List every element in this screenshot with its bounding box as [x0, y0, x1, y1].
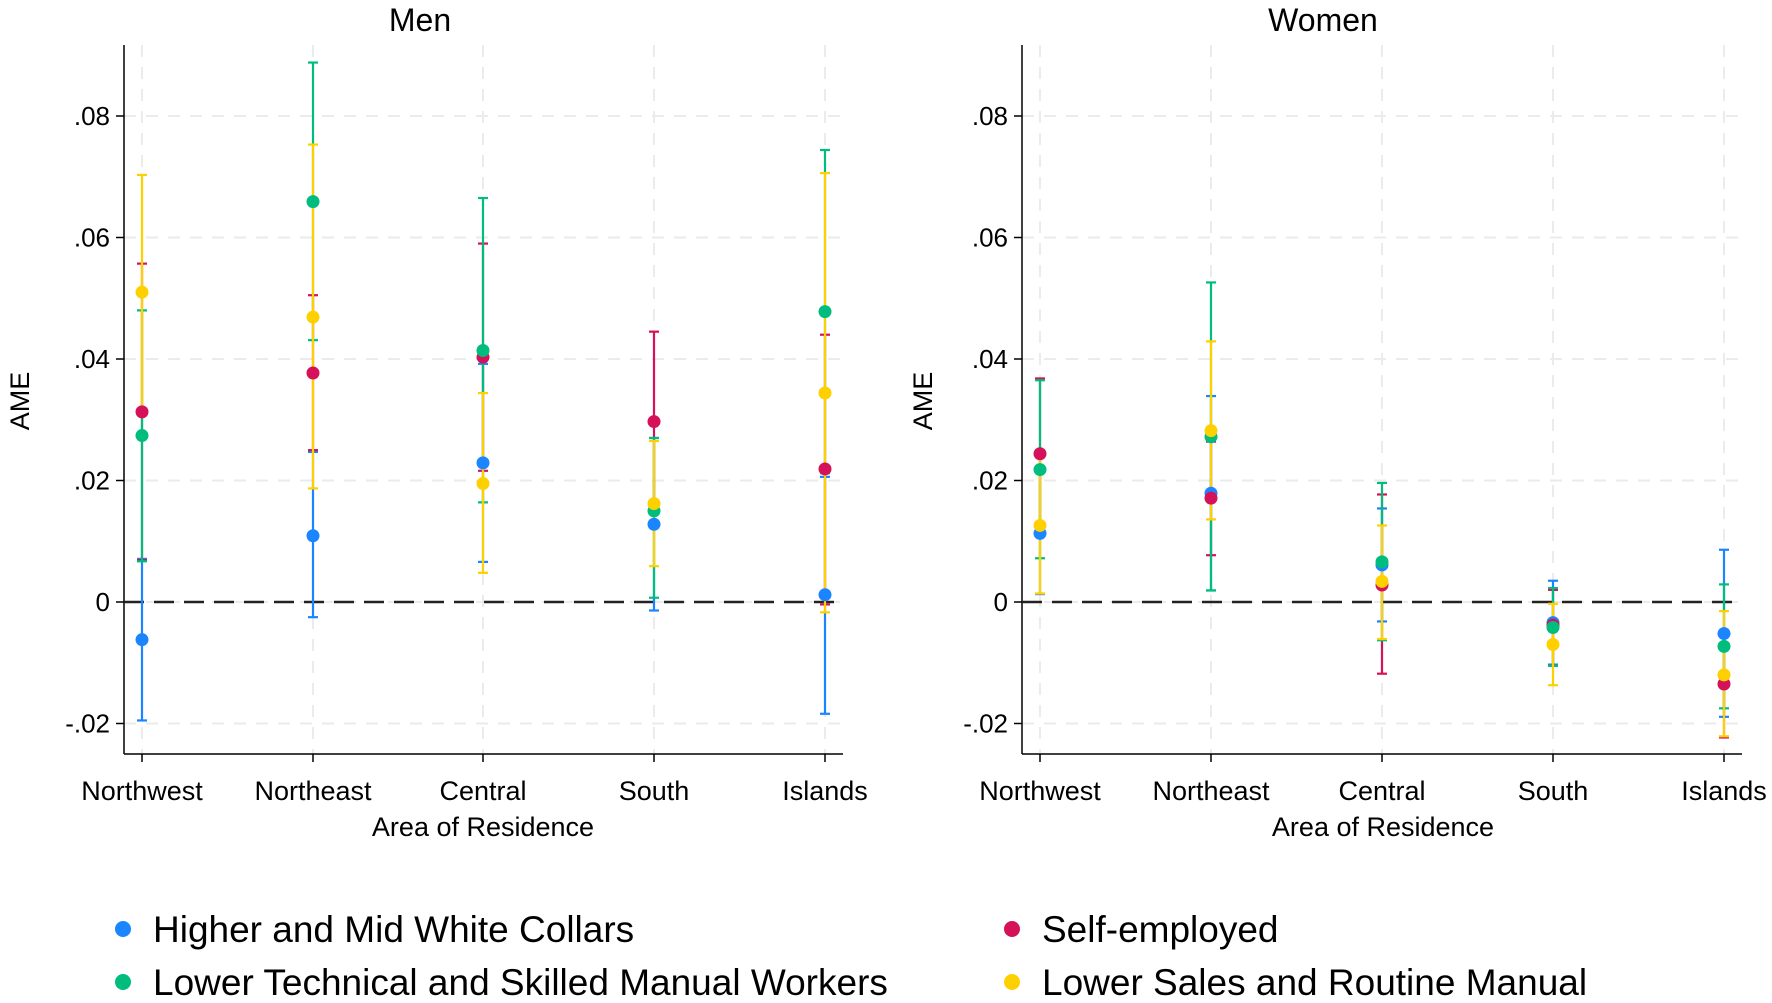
women-y-tick-label: .06: [972, 223, 1008, 253]
men-y-tick-label: .02: [74, 466, 110, 496]
women-point-lower-technical-and-skilled-manual-workers: [1375, 555, 1389, 569]
legend-label-skilled-manual: Lower Technical and Skilled Manual Worke…: [153, 962, 888, 998]
men-y-tick-label: 0: [96, 587, 110, 617]
men-x-tick-label: South: [619, 776, 690, 806]
women-y-axis-title: AME: [908, 372, 938, 431]
men-point-higher-and-mid-white-collars: [647, 517, 661, 531]
men-x-tick-label: Islands: [782, 776, 868, 806]
men-x-tick-label: Northeast: [254, 776, 372, 806]
women-point-lower-sales-and-routine-manual: [1375, 574, 1389, 588]
men-point-lower-sales-and-routine-manual: [306, 310, 320, 324]
men-point-lower-technical-and-skilled-manual-workers: [476, 343, 490, 357]
men-point-self-employed: [306, 366, 320, 380]
men-y-tick-label: .06: [74, 223, 110, 253]
men-x-axis-title: Area of Residence: [372, 812, 594, 842]
men-point-self-employed: [647, 415, 661, 429]
men-panel: -.02 0 .02 .04 .06 .08 Northwest Northeast Centr…: [65, 45, 868, 806]
legend-label-white-collars: Higher and Mid White Collars: [153, 909, 634, 950]
women-panel-title: Women: [1268, 2, 1378, 38]
men-panel-title: Men: [389, 2, 451, 38]
men-point-lower-sales-and-routine-manual: [476, 477, 490, 491]
women-x-tick-label: Northwest: [979, 776, 1101, 806]
men-point-lower-sales-and-routine-manual: [647, 497, 661, 511]
legend-marker-routine-manual: [1004, 974, 1020, 990]
men-point-higher-and-mid-white-collars: [476, 456, 490, 470]
women-y-tick-label: .08: [972, 101, 1008, 131]
women-y-tick-label: 0: [994, 587, 1008, 617]
men-point-lower-sales-and-routine-manual: [135, 285, 149, 299]
women-point-lower-technical-and-skilled-manual-workers: [1717, 639, 1731, 653]
women-x-tick-label: South: [1518, 776, 1589, 806]
men-y-tick-label: -.02: [65, 709, 110, 739]
men-point-higher-and-mid-white-collars: [818, 588, 832, 602]
women-point-higher-and-mid-white-collars: [1717, 627, 1731, 641]
women-point-self-employed: [1717, 677, 1731, 691]
legend-marker-self-employed: [1004, 921, 1020, 937]
men-point-lower-sales-and-routine-manual: [818, 386, 832, 400]
men-y-tick-label: .04: [74, 344, 110, 374]
men-point-higher-and-mid-white-collars: [306, 529, 320, 543]
women-x-axis-title: Area of Residence: [1272, 812, 1494, 842]
legend-marker-white-collars: [115, 921, 131, 937]
men-x-tick-label: Northwest: [81, 776, 203, 806]
women-point-lower-technical-and-skilled-manual-workers: [1546, 621, 1560, 635]
men-y-tick-label: .08: [74, 101, 110, 131]
women-point-self-employed: [1033, 447, 1047, 461]
women-y-tick-label: .04: [972, 344, 1008, 374]
women-x-tick-label: Central: [1338, 776, 1425, 806]
legend-label-self-employed: Self-employed: [1042, 909, 1279, 950]
women-point-lower-sales-and-routine-manual: [1033, 518, 1047, 532]
men-point-lower-technical-and-skilled-manual-workers: [818, 305, 832, 319]
men-point-self-employed: [135, 405, 149, 419]
men-point-lower-technical-and-skilled-manual-workers: [135, 429, 149, 443]
women-x-tick-label: Islands: [1681, 776, 1767, 806]
men-y-axis-title: AME: [5, 372, 35, 431]
women-x-tick-label: Northeast: [1152, 776, 1270, 806]
women-point-lower-sales-and-routine-manual: [1546, 638, 1560, 652]
women-point-lower-sales-and-routine-manual: [1717, 668, 1731, 682]
women-y-tick-label: -.02: [963, 709, 1008, 739]
men-x-tick-label: Central: [439, 776, 526, 806]
women-point-lower-technical-and-skilled-manual-workers: [1033, 463, 1047, 477]
women-point-lower-sales-and-routine-manual: [1204, 424, 1218, 438]
women-y-tick-label: .02: [972, 466, 1008, 496]
women-panel: -.02 0 .02 .04 .06 .08 Northwest Northeast Centr…: [963, 45, 1767, 806]
men-point-higher-and-mid-white-collars: [135, 633, 149, 647]
men-point-lower-technical-and-skilled-manual-workers: [306, 195, 320, 209]
legend-label-routine-manual: Lower Sales and Routine Manual: [1042, 962, 1587, 998]
women-point-self-employed: [1204, 491, 1218, 505]
legend-marker-skilled-manual: [115, 974, 131, 990]
men-point-self-employed: [818, 462, 832, 476]
legend: Higher and Mid White Collars Lower Techn…: [115, 909, 1587, 1003]
